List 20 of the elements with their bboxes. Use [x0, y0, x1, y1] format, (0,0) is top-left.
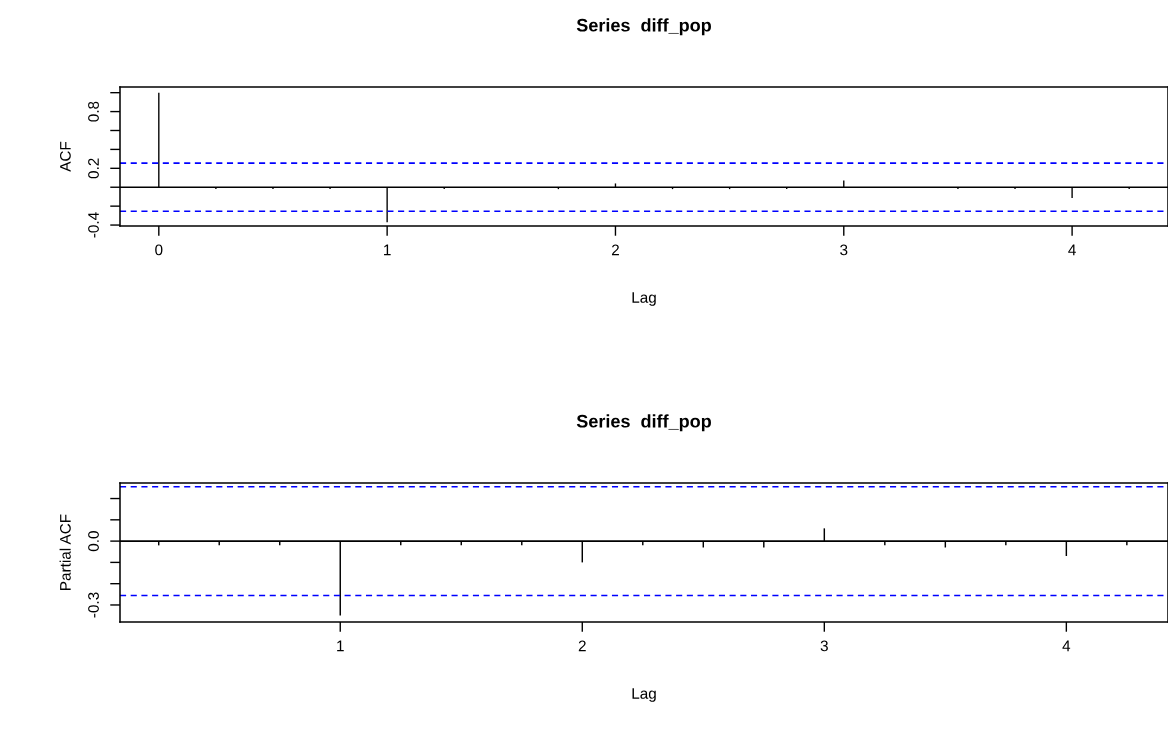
y-tick-label: 0.0: [88, 531, 99, 552]
y-tick-label: -0.4: [88, 212, 99, 238]
x-tick-label: 3: [820, 640, 828, 652]
y-axis-title: Partial ACF: [59, 514, 71, 590]
x-tick-label: 2: [611, 244, 619, 256]
x-tick-label: 1: [337, 640, 344, 652]
y-tick-label: 0.2: [88, 158, 99, 179]
y-axis-title: ACF: [59, 141, 71, 172]
x-tick-label: 2: [578, 640, 586, 652]
x-tick-label: 0: [155, 244, 163, 256]
y-tick-label: -0.3: [88, 592, 99, 618]
chart-title: Series diff_pop: [576, 18, 711, 36]
x-tick-label: 1: [384, 244, 391, 256]
chart-title: Series diff_pop: [576, 414, 711, 432]
x-tick-label: 4: [1068, 244, 1076, 256]
x-tick-label: 4: [1062, 640, 1071, 652]
x-axis-title: Lag: [632, 292, 656, 306]
y-tick-label: 0.8: [88, 101, 99, 122]
x-axis-title: Lag: [632, 688, 656, 702]
x-tick-label: 3: [840, 244, 848, 256]
